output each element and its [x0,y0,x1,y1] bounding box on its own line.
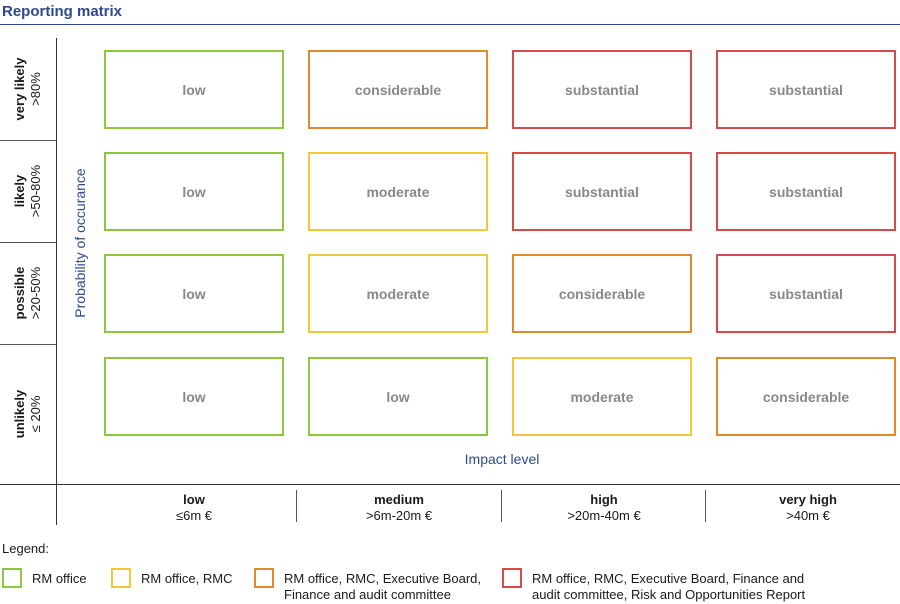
y-axis-line [56,38,57,525]
row-label: likely [12,174,27,208]
matrix-cell: low [104,152,284,231]
row-header-unlikely: unlikely ≤ 20% [0,344,56,484]
legend-text: RM office, RMC [141,571,233,586]
row-range: >80% [28,72,43,106]
matrix-cell: substantial [512,50,692,129]
row-header-very-likely: very likely >80% [0,38,56,140]
y-axis-title: Probability of occurance [72,168,88,318]
row-label: possible [12,266,27,320]
matrix-cell: low [308,357,488,436]
matrix-cell: substantial [716,152,896,231]
row-header-likely: likely >50-80% [0,140,56,242]
column-divider [296,490,297,522]
matrix-cell: low [104,357,284,436]
matrix-cell: considerable [716,357,896,436]
column-label: high [590,492,618,507]
column-header-medium: medium >6m-20m € [297,492,501,524]
row-label: very likely [12,57,27,121]
x-axis-title: Impact level [464,451,540,467]
column-header-high: high >20m-40m € [502,492,706,524]
matrix-cell: substantial [512,152,692,231]
column-header-very-high: very high >40m € [706,492,900,524]
column-range: >6m-20m € [365,508,433,523]
legend-text: Finance and audit committee [284,587,451,602]
column-label: very high [779,492,837,507]
row-range: >20-50% [28,266,43,320]
row-header-possible: possible >20-50% [0,242,56,344]
column-range: >20m-40m € [567,508,641,523]
column-range: ≤6m € [175,508,213,523]
page-title: Reporting matrix [2,3,123,20]
x-axis-line [0,484,900,485]
row-range: >50-80% [28,164,43,218]
legend-swatch [111,568,131,588]
title-divider [0,24,900,25]
column-label: medium [374,492,424,507]
legend-swatch [254,568,274,588]
legend-text: audit committee, Risk and Opportunities … [532,587,806,602]
column-divider [501,490,502,522]
matrix-cell: moderate [308,152,488,231]
row-divider [0,344,56,345]
column-header-low: low ≤6m € [92,492,296,524]
legend-text: RM office, RMC, Executive Board, Finance… [532,571,805,586]
legend-text: RM office, RMC, Executive Board, [284,571,481,586]
column-label: low [183,492,205,507]
matrix-cell: considerable [512,254,692,333]
matrix-cell: low [104,50,284,129]
row-label: unlikely [12,389,27,439]
legend-swatch [2,568,22,588]
column-range: >40m € [786,508,830,523]
legend-swatch [502,568,522,588]
row-range: ≤ 20% [28,395,43,433]
row-divider [0,242,56,243]
matrix-cell: moderate [512,357,692,436]
legend-text: RM office [32,571,87,586]
matrix-cell: substantial [716,50,896,129]
matrix-cell: considerable [308,50,488,129]
matrix-cell: moderate [308,254,488,333]
matrix-cell: substantial [716,254,896,333]
row-divider [0,140,56,141]
column-divider [705,490,706,522]
legend-title: Legend: [2,541,49,556]
matrix-cell: low [104,254,284,333]
